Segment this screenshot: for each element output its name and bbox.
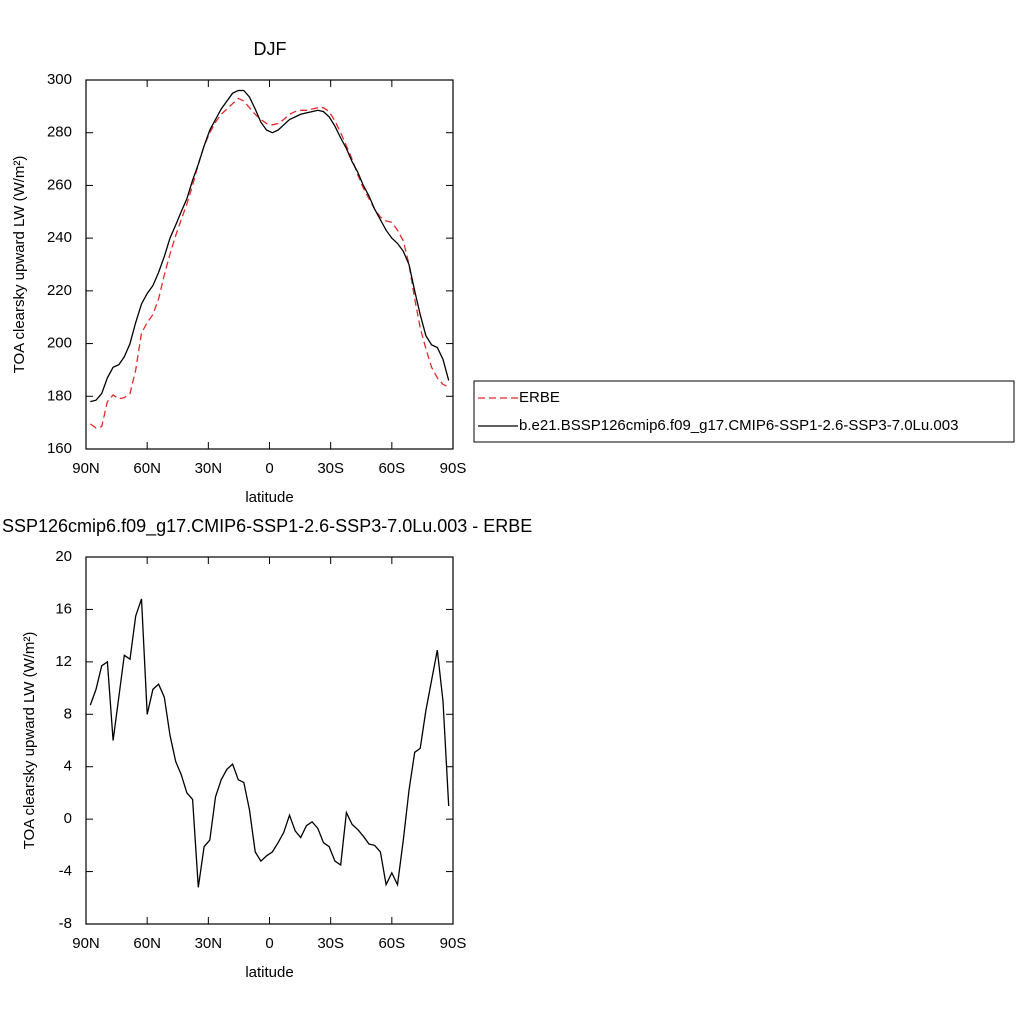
y-tick-label: 0 (64, 810, 72, 827)
x-tick-label: 0 (265, 460, 273, 477)
y-tick-label: 280 (47, 124, 72, 141)
y-tick-label: 16 (55, 600, 72, 617)
y-axis-label: TOA clearsky upward LW (W/m²) (11, 156, 28, 374)
y-tick-label: 300 (47, 71, 72, 88)
x-axis-label: latitude (245, 489, 293, 506)
x-tick-label: 90S (440, 935, 467, 952)
chart-title: DJF (254, 39, 287, 59)
y-tick-label: 220 (47, 282, 72, 299)
x-tick-label: 60N (133, 935, 161, 952)
x-tick-label: 60S (378, 460, 405, 477)
data-line (89, 598, 450, 888)
y-tick-label: -8 (59, 915, 72, 932)
x-tick-label: 90N (72, 460, 100, 477)
legend-box (473, 380, 1015, 443)
y-tick-label: 4 (64, 758, 72, 775)
y-tick-label: 260 (47, 176, 72, 193)
y-tick-label: 240 (47, 229, 72, 246)
y-tick-label: 180 (47, 387, 72, 404)
x-tick-label: 0 (265, 935, 273, 952)
x-tick-label: 90N (72, 935, 100, 952)
plot-frame (85, 556, 454, 925)
plot-frame (85, 79, 454, 450)
chart-title: SSP126cmip6.f09_g17.CMIP6-SSP1-2.6-SSP3-… (2, 516, 532, 537)
y-tick-label: 200 (47, 335, 72, 352)
x-tick-label: 30N (195, 460, 223, 477)
x-tick-label: 60N (133, 460, 161, 477)
legend-label: b.e21.BSSP126cmip6.f09_g17.CMIP6-SSP1-2.… (519, 417, 958, 434)
x-tick-label: 30N (195, 935, 223, 952)
y-tick-label: 160 (47, 440, 72, 457)
y-tick-label: 20 (55, 548, 72, 565)
x-tick-label: 30S (317, 935, 344, 952)
x-tick-label: 60S (378, 935, 405, 952)
x-tick-label: 90S (440, 460, 467, 477)
y-tick-label: 8 (64, 705, 72, 722)
legend-label: ERBE (519, 389, 560, 406)
data-line (89, 97, 449, 429)
y-axis-label: TOA clearsky upward LW (W/m²) (21, 632, 38, 850)
x-tick-label: 30S (317, 460, 344, 477)
y-tick-label: -4 (59, 863, 72, 880)
x-axis-label: latitude (245, 964, 293, 981)
data-line (90, 89, 450, 403)
y-tick-label: 12 (55, 653, 72, 670)
